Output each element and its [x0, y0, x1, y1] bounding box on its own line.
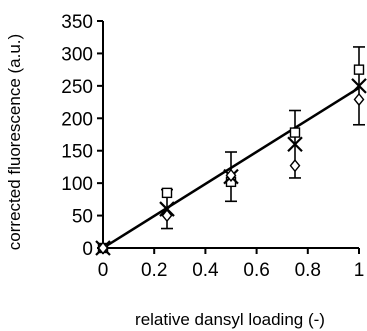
x-tick-label: 0: [98, 260, 109, 281]
y-tick-label: 350: [61, 12, 93, 33]
x-marker: [287, 136, 303, 153]
y-tick-label: 300: [61, 44, 93, 65]
diamond-marker: [161, 208, 173, 223]
square-marker: [289, 127, 301, 138]
diamond-marker: [97, 241, 109, 255]
y-tick-label: 250: [61, 77, 93, 98]
y-axis-label: corrected fluorescence (a.u.): [5, 34, 24, 250]
labels: relative dansyl loading (-) corrected fl…: [5, 34, 325, 329]
x-tick-label: 0.4: [192, 260, 219, 281]
y-tick-label: 50: [72, 207, 93, 228]
x-tick-label: 0.8: [295, 260, 321, 281]
y-tick-label: 100: [61, 174, 93, 195]
x-marker: [351, 78, 367, 94]
diamond-marker: [289, 159, 301, 173]
y-tick-label: 0: [82, 239, 93, 260]
diamond-marker: [353, 92, 365, 107]
markers: [95, 64, 367, 256]
y-tick-label: 150: [61, 142, 93, 163]
diamond-marker: [225, 168, 237, 182]
x-tick-label: 1: [354, 260, 365, 281]
x-tick-label: 0.2: [141, 260, 167, 281]
y-tick-label: 200: [61, 109, 93, 130]
square-marker: [161, 187, 173, 199]
x-tick-label: 0.6: [243, 260, 269, 281]
x-marker-stroke: [287, 136, 303, 153]
x-marker-stroke: [351, 78, 367, 94]
x-axis-label: relative dansyl loading (-): [135, 310, 325, 329]
square-marker: [353, 64, 365, 75]
